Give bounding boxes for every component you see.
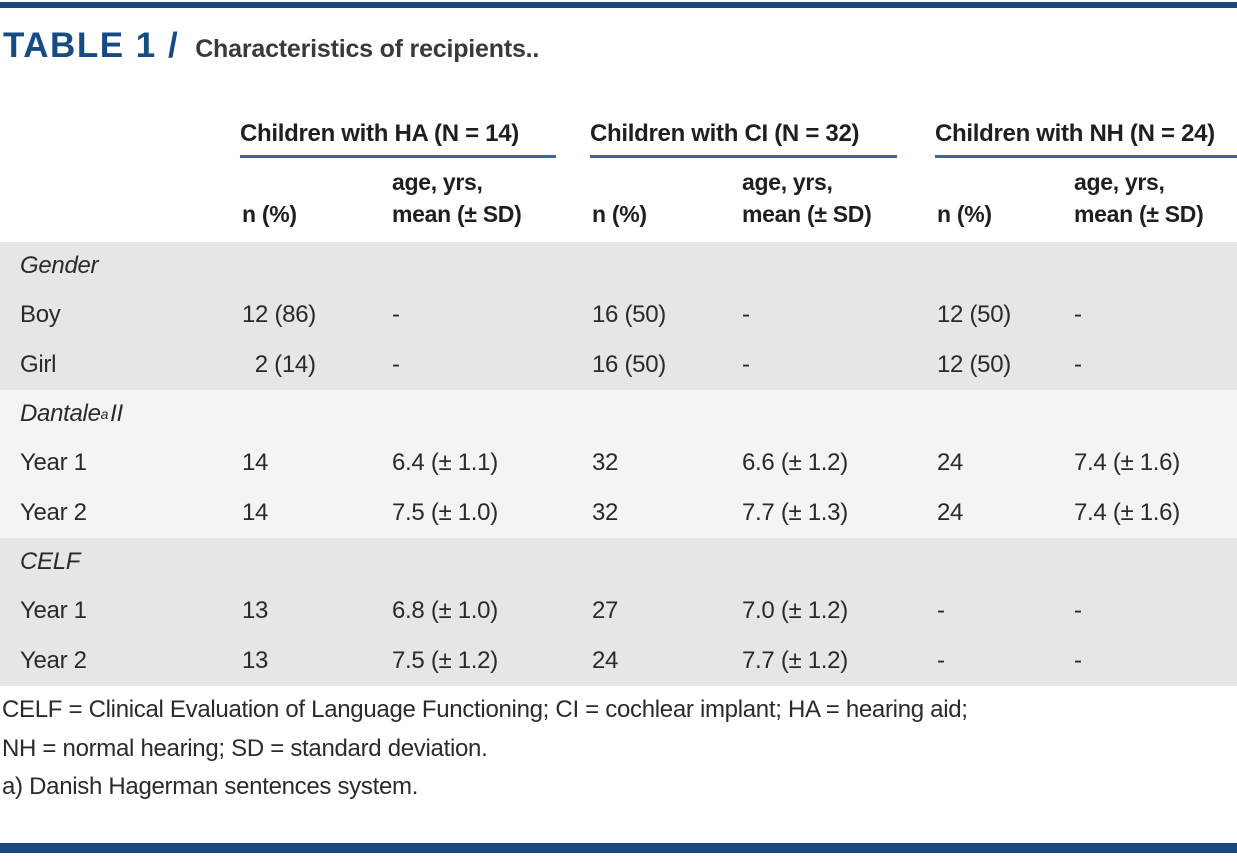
- cell-nh-n: 12 (50): [937, 301, 1011, 328]
- cell-ci-n: 16 (50): [592, 351, 666, 378]
- subheader-ci-age: age, yrs, mean (± SD): [740, 166, 935, 242]
- section-header-rest: II: [110, 400, 123, 427]
- cell-ci-n: 27: [592, 597, 619, 624]
- subheader-ci-n: n (%): [592, 201, 647, 227]
- row-label: Year 1: [20, 597, 87, 624]
- table-row-boy: Boy 12 (86) - 16 (50) - 12 (50) -: [0, 290, 1237, 340]
- section-header-celf: CELF: [0, 538, 1237, 586]
- table-row-celf-year1: Year 1 13 6.8 (± 1.0) 27 7.0 (± 1.2) - -: [0, 586, 1237, 636]
- table-row-girl: Girl 2 (14) - 16 (50) - 12 (50) -: [0, 340, 1237, 390]
- cell-nh-age: -: [1074, 351, 1082, 378]
- footnote-a: a) Danish Hagerman sentences system.: [2, 773, 419, 800]
- table-row-celf-year2: Year 2 13 7.5 (± 1.2) 24 7.7 (± 1.2) - -: [0, 636, 1237, 686]
- row-label: Year 2: [20, 499, 87, 526]
- cell-ha-n: 14: [242, 499, 269, 526]
- cell-ha-n: 14: [242, 449, 269, 476]
- subheader-row: n (%) age, yrs, mean (± SD) n (%) age, y…: [0, 158, 1237, 242]
- cell-nh-age: -: [1074, 597, 1082, 624]
- footnote-abbreviations-line1: CELF = Clinical Evaluation of Language F…: [2, 696, 968, 723]
- section-dantale: Dantale a II Year 1 14 6.4 (± 1.1) 32 6.6…: [0, 390, 1237, 538]
- cell-ci-n: 24: [592, 647, 619, 674]
- section-header-dantale: Dantale a II: [0, 390, 1237, 438]
- subheader-age-line2: mean (± SD): [742, 201, 872, 227]
- subheader-age-line2: mean (± SD): [1074, 201, 1204, 227]
- subheader-ha-n: n (%): [242, 201, 297, 227]
- column-group-header-row: Children with HA (N = 14) Children with …: [0, 112, 1237, 158]
- subheader-age-line1: age, yrs,: [742, 169, 833, 195]
- bottom-accent-bar: [0, 843, 1237, 853]
- section-celf: CELF Year 1 13 6.8 (± 1.0) 27 7.0 (± 1.2…: [0, 538, 1237, 686]
- cell-ha-n: 12 (86): [242, 301, 316, 328]
- cell-ha-age: 7.5 (± 1.2): [392, 647, 498, 674]
- table-title: TABLE 1 / Characteristics of recipients.…: [3, 26, 539, 66]
- cell-nh-age: 7.4 (± 1.6): [1074, 499, 1180, 526]
- row-label: Boy: [20, 301, 61, 328]
- row-label: Year 1: [20, 449, 87, 476]
- cell-ci-age: 7.7 (± 1.3): [742, 499, 848, 526]
- table-row-dantale-year1: Year 1 14 6.4 (± 1.1) 32 6.6 (± 1.2) 24 …: [0, 438, 1237, 488]
- cell-ha-age: 7.5 (± 1.0): [392, 499, 498, 526]
- cell-ci-age: 6.6 (± 1.2): [742, 449, 848, 476]
- cell-nh-age: -: [1074, 301, 1082, 328]
- column-group-ci: Children with CI (N = 32): [590, 120, 935, 158]
- cell-nh-n: 12 (50): [937, 351, 1011, 378]
- section-header-text: Gender: [20, 252, 99, 279]
- cell-nh-n: -: [937, 597, 945, 624]
- cell-nh-n: 24: [937, 449, 964, 476]
- cell-ci-age: -: [742, 351, 750, 378]
- table-row-dantale-year2: Year 2 14 7.5 (± 1.0) 32 7.7 (± 1.3) 24 …: [0, 488, 1237, 538]
- cell-ha-n: 13: [242, 647, 269, 674]
- cell-nh-n: -: [937, 647, 945, 674]
- subheader-nh-age: age, yrs, mean (± SD): [1072, 166, 1237, 242]
- section-header-sup: a: [100, 406, 109, 422]
- section-header-gender: Gender: [0, 242, 1237, 290]
- column-group-nh: Children with NH (N = 24): [935, 120, 1237, 158]
- column-group-ci-label: Children with CI (N = 32): [590, 120, 897, 158]
- table-footnotes: CELF = Clinical Evaluation of Language F…: [2, 691, 968, 807]
- cell-nh-age: 7.4 (± 1.6): [1074, 449, 1180, 476]
- column-group-ha-label: Children with HA (N = 14): [240, 120, 556, 158]
- subheader-age-line1: age, yrs,: [1074, 169, 1165, 195]
- cell-nh-age: -: [1074, 647, 1082, 674]
- section-gender: Gender Boy 12 (86) - 16 (50) - 12 (50) -…: [0, 242, 1237, 390]
- cell-ha-n: 2 (14): [242, 351, 316, 378]
- cell-ci-n: 32: [592, 499, 619, 526]
- cell-nh-n: 24: [937, 499, 964, 526]
- cell-ci-age: -: [742, 301, 750, 328]
- subheader-age-line1: age, yrs,: [392, 169, 483, 195]
- column-group-nh-label: Children with NH (N = 24): [935, 120, 1237, 158]
- table-caption: Characteristics of recipients..: [195, 35, 540, 63]
- cell-ha-age: -: [392, 301, 400, 328]
- column-group-ha: Children with HA (N = 14): [240, 120, 590, 158]
- cell-ci-age: 7.0 (± 1.2): [742, 597, 848, 624]
- section-header-text: Dantale: [20, 400, 101, 427]
- cell-ha-n: 13: [242, 597, 269, 624]
- cell-ci-n: 16 (50): [592, 301, 666, 328]
- subheader-ha-age: age, yrs, mean (± SD): [390, 166, 590, 242]
- cell-ha-age: 6.4 (± 1.1): [392, 449, 498, 476]
- characteristics-table: Children with HA (N = 14) Children with …: [0, 112, 1237, 686]
- cell-ha-age: -: [392, 351, 400, 378]
- cell-ha-age: 6.8 (± 1.0): [392, 597, 498, 624]
- section-header-text: CELF: [20, 548, 81, 575]
- subheader-age-line2: mean (± SD): [392, 201, 522, 227]
- cell-ci-n: 32: [592, 449, 619, 476]
- row-label: Year 2: [20, 647, 87, 674]
- subheader-nh-n: n (%): [937, 201, 992, 227]
- cell-ci-age: 7.7 (± 1.2): [742, 647, 848, 674]
- table-number-label: TABLE 1 /: [3, 26, 180, 65]
- footnote-abbreviations-line2: NH = normal hearing; SD = standard devia…: [2, 734, 488, 762]
- top-accent-bar: [0, 2, 1237, 8]
- row-label: Girl: [20, 351, 57, 378]
